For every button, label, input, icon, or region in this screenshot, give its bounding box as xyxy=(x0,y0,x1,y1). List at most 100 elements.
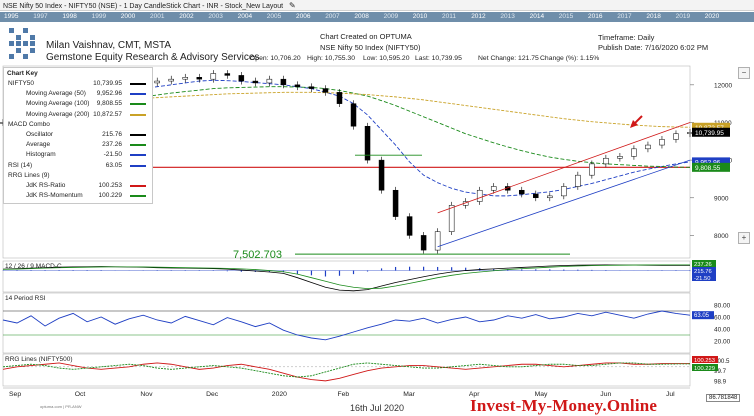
rrg-tick-label: 98.9 xyxy=(714,378,727,385)
chart-key-value: -21.50 xyxy=(103,151,122,159)
logo-block xyxy=(30,47,35,53)
zoom-in-button[interactable]: + xyxy=(738,232,750,244)
logo-block xyxy=(30,34,35,40)
chart-key-legend: Chart Key NIFTY50 10,739.95 Moving Average… xyxy=(3,67,153,204)
chart-key-value: 10,739.95 xyxy=(93,80,122,87)
chart-key-swatch xyxy=(130,83,146,85)
timeline-year-label[interactable]: 2008 xyxy=(354,13,369,20)
rrg-tag-label: 100.253 xyxy=(694,358,715,364)
timeline-year-label[interactable]: 2018 xyxy=(646,13,661,20)
cursor-value-readout: 86.781848 xyxy=(706,394,741,402)
timeline-year-label[interactable]: 2006 xyxy=(296,13,311,20)
macd-tag-box xyxy=(692,260,716,267)
logo-block xyxy=(16,47,21,53)
rsi-tick-label: 60.00 xyxy=(714,315,731,322)
chart-key-label: Moving Average (200) xyxy=(26,110,90,118)
chart-key-label: Average xyxy=(26,141,51,149)
chart-key-row: JdK RS-Ratio 100.253 xyxy=(4,182,152,190)
timeline-year-label[interactable]: 1995 xyxy=(4,13,19,20)
price-candle xyxy=(224,73,231,76)
rrg-momentum-line xyxy=(2,362,691,378)
chart-key-row: RSI (14) 63.05 xyxy=(4,162,152,170)
timeline-year-label[interactable]: 2005 xyxy=(266,13,282,20)
price-candle xyxy=(308,86,315,89)
timeline-year-label[interactable]: 2010 xyxy=(412,13,428,20)
macd-tag-box xyxy=(692,274,716,281)
chart-key-row: NIFTY50 10,739.95 xyxy=(4,80,152,88)
rrg-panel-frame xyxy=(2,353,691,387)
source-footnote: optuma.com | PR-ANW xyxy=(40,404,82,409)
timeline-year-label[interactable]: 2014 xyxy=(529,13,545,20)
chart-key-value: 237.26 xyxy=(102,141,122,149)
price-candle xyxy=(645,144,651,150)
rrg-tag-box xyxy=(692,356,718,363)
publish-date-label: Publish Date: 7/16/2020 6:02 PM xyxy=(598,43,709,52)
timeline-year-label[interactable]: 2011 xyxy=(442,13,456,20)
chart-key-value: 100.253 xyxy=(98,182,123,189)
timeline-year-label[interactable]: 2015 xyxy=(558,13,574,20)
chart-key-swatch xyxy=(130,93,146,96)
price-candle xyxy=(547,195,553,199)
price-candle xyxy=(687,132,693,135)
logo-block xyxy=(23,28,28,33)
pencil-icon[interactable]: ✎ xyxy=(289,1,296,10)
window-title: NSE Nifty 50 Index - NIFTY50 (NSE) - 1 D… xyxy=(3,3,284,10)
timeline-year-label[interactable]: 2020 xyxy=(704,13,720,20)
price-candle xyxy=(196,77,203,80)
rsi-tag-box xyxy=(692,311,714,320)
x-axis-month-label: 2020 xyxy=(272,391,287,398)
price-candle xyxy=(617,156,623,159)
logo-block xyxy=(9,54,14,59)
timeframe-label: Timeframe: Daily xyxy=(598,33,655,42)
price-candle xyxy=(182,77,189,80)
timeline-year-label[interactable]: 2007 xyxy=(325,13,340,20)
price-candle xyxy=(392,189,399,217)
macd-tag-box xyxy=(692,267,716,274)
price-candle xyxy=(210,73,217,80)
chart-key-row: JdK RS-Momentum 100.229 xyxy=(4,192,152,200)
price-tick-label: 9000 xyxy=(714,195,729,202)
chart-key-value: 9,808.55 xyxy=(96,100,122,108)
chart-key-title: Chart Key xyxy=(7,70,38,77)
rsi-panel-label: 14 Period RSI xyxy=(5,295,46,302)
price-candle xyxy=(364,125,371,161)
timeline-year-label[interactable]: 2000 xyxy=(120,13,136,20)
chart-date-footer: 16th Jul 2020 xyxy=(350,403,405,413)
price-tag-label: 10,739.95 xyxy=(695,130,724,137)
chart-key-swatch xyxy=(130,154,146,157)
chart-subtitle: NSE Nifty 50 Index (NIFTY50) xyxy=(320,43,421,52)
timeline-year-label[interactable]: 2003 xyxy=(208,13,223,20)
chart-key-row: Average 237.26 xyxy=(4,141,152,149)
x-axis-month-label: May xyxy=(535,391,548,398)
timeline-year-label[interactable]: 2012 xyxy=(471,13,486,20)
window-title-bar: NSE Nifty 50 Index - NIFTY50 (NSE) - 1 D… xyxy=(0,0,754,11)
timeline-year-label[interactable]: 2019 xyxy=(675,13,691,20)
price-candle xyxy=(448,205,455,232)
chart-key-value: 63.05 xyxy=(105,161,122,169)
timeline-year-label[interactable]: 1997 xyxy=(33,13,48,20)
chart-key-row: Moving Average (100) 9,808.55 xyxy=(4,100,152,108)
change-pct-value: Change (%): 1.15% xyxy=(540,55,600,62)
timeline-year-label[interactable]: 2001 xyxy=(150,13,165,20)
timeline-year-label[interactable]: 2009 xyxy=(383,13,399,20)
timeline-year-label[interactable]: 2016 xyxy=(588,13,603,20)
timeline-year-label[interactable]: 1999 xyxy=(91,13,107,20)
logo-block xyxy=(9,41,14,46)
open-value: Open: 10,706.20 xyxy=(250,55,301,62)
year-timeline-bar[interactable]: 1995 1997 1998 1999 2000 2001 2002 2003 2004 2005… xyxy=(0,12,754,22)
rrg-tick-label: 99.7 xyxy=(714,368,727,375)
timeline-year-label[interactable]: 1998 xyxy=(62,13,77,20)
price-candle xyxy=(434,231,441,251)
timeline-year-label[interactable]: 2002 xyxy=(179,13,194,20)
x-axis-month-label: Jun xyxy=(600,391,611,398)
chart-key-value: 215.76 xyxy=(102,131,122,138)
brand-watermark: Invest-My-Money.Online xyxy=(470,396,658,415)
chart-key-label: Moving Average (100) xyxy=(26,100,90,108)
zoom-out-button[interactable]: − xyxy=(738,67,750,79)
timeline-year-label[interactable]: 2017 xyxy=(617,13,632,20)
x-axis-month-label: Jul xyxy=(666,391,675,398)
timeline-year-label[interactable]: 2004 xyxy=(237,13,253,20)
rrg-panel-label: RRG Lines (NIFTY500) xyxy=(5,356,73,363)
timeline-year-label[interactable]: 2013 xyxy=(500,13,515,20)
